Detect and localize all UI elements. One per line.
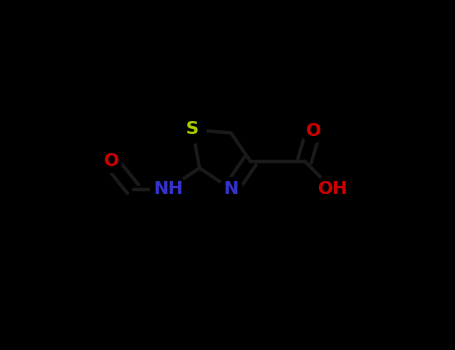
Circle shape xyxy=(302,120,324,143)
Circle shape xyxy=(99,150,121,173)
Text: O: O xyxy=(306,122,321,140)
Circle shape xyxy=(151,172,185,206)
Circle shape xyxy=(220,178,243,200)
Circle shape xyxy=(179,116,206,143)
Text: NH: NH xyxy=(153,180,183,198)
Circle shape xyxy=(318,174,348,204)
Text: O: O xyxy=(103,152,118,170)
Text: OH: OH xyxy=(318,180,348,198)
Text: N: N xyxy=(223,180,238,198)
Text: S: S xyxy=(186,120,199,139)
